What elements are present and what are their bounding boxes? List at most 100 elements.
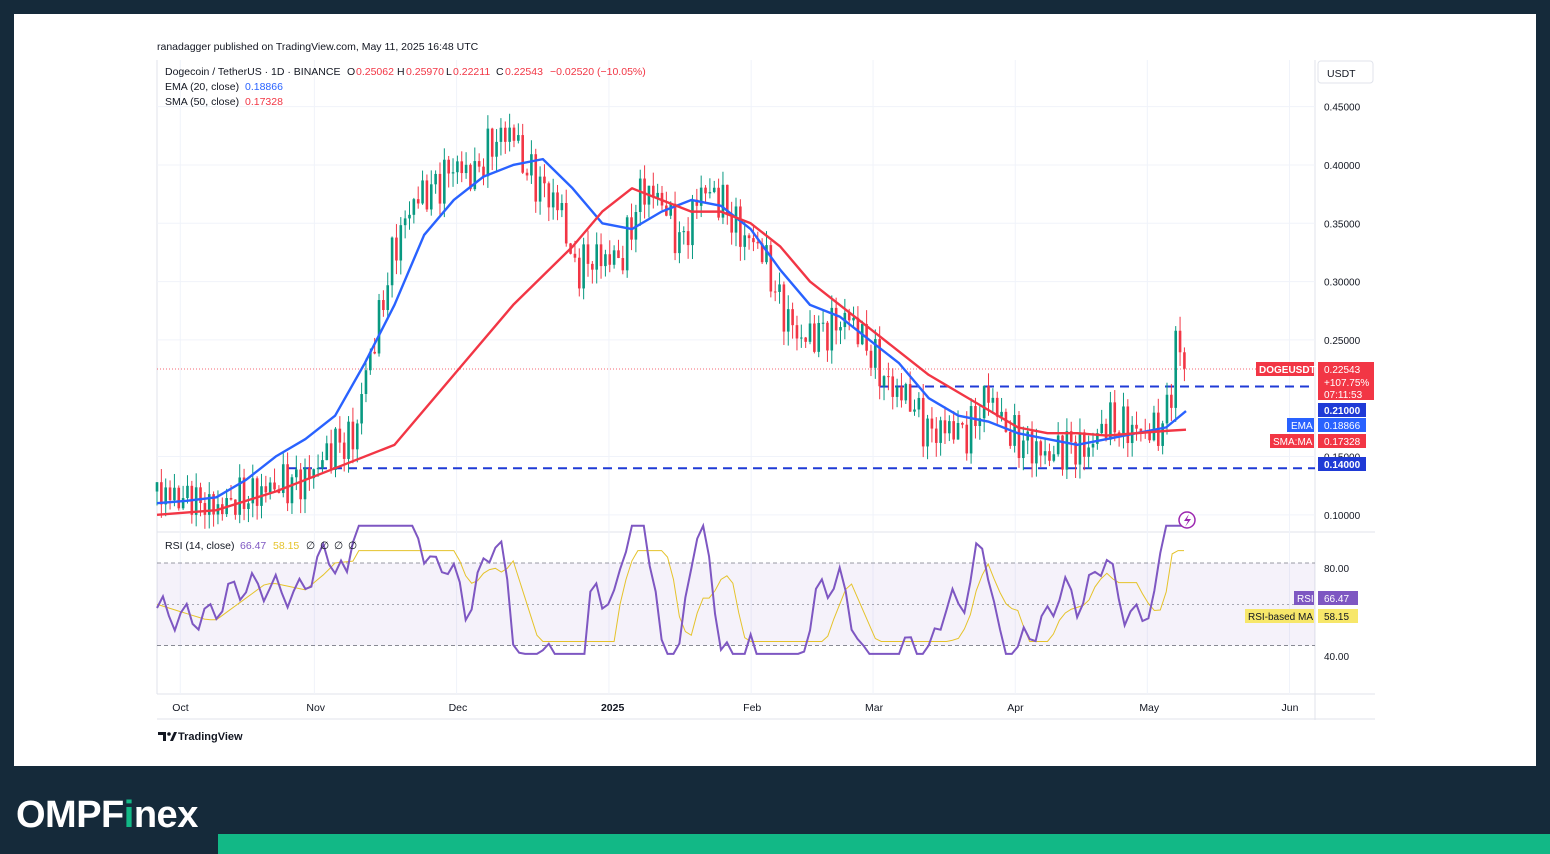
candle-body bbox=[1069, 431, 1073, 442]
time-tick-label: Nov bbox=[306, 702, 325, 714]
candle bbox=[839, 321, 842, 345]
candle bbox=[181, 485, 185, 510]
candle bbox=[939, 416, 942, 456]
candle-body bbox=[839, 327, 842, 331]
candle-body bbox=[939, 420, 942, 443]
candle-body bbox=[908, 384, 912, 412]
candle bbox=[752, 225, 755, 252]
candle-body bbox=[556, 192, 559, 211]
candle-body bbox=[295, 469, 298, 478]
candle-body bbox=[987, 386, 990, 403]
candle-body bbox=[1074, 441, 1077, 465]
frame-left bbox=[0, 14, 14, 766]
candle bbox=[1139, 428, 1143, 442]
candle-body bbox=[469, 164, 472, 190]
candle bbox=[447, 155, 450, 188]
candle bbox=[521, 123, 524, 175]
candle bbox=[895, 378, 899, 408]
ema-legend: EMA (20, close) bbox=[165, 81, 239, 93]
candle bbox=[1048, 443, 1051, 467]
candle bbox=[638, 169, 642, 226]
candle bbox=[625, 215, 629, 278]
candle bbox=[712, 180, 716, 194]
candle bbox=[647, 185, 651, 218]
rsi-name-tag bbox=[1294, 591, 1314, 605]
candle-body bbox=[1056, 435, 1060, 455]
candle-body bbox=[604, 254, 607, 267]
sma-line bbox=[156, 187, 1187, 517]
alert-lightning-icon[interactable] bbox=[1178, 511, 1196, 529]
candle bbox=[969, 398, 973, 464]
candle bbox=[660, 185, 664, 210]
candle bbox=[460, 151, 464, 183]
candle bbox=[608, 240, 612, 273]
footer-banner: OMPFinex bbox=[0, 766, 1550, 854]
candle bbox=[303, 458, 307, 514]
candle-body bbox=[1161, 423, 1164, 446]
candle-body bbox=[612, 250, 616, 265]
candle bbox=[499, 118, 503, 156]
candle-body bbox=[499, 127, 503, 142]
candle bbox=[1143, 418, 1147, 439]
candle bbox=[817, 315, 821, 358]
candle-body bbox=[460, 161, 464, 174]
candle-body bbox=[1109, 402, 1112, 440]
watermark-text: TradingView bbox=[178, 731, 243, 743]
candle-body bbox=[508, 127, 511, 142]
sma-value-tag bbox=[1318, 434, 1366, 448]
candle-body bbox=[1008, 431, 1012, 446]
candle-body bbox=[338, 428, 342, 443]
candle-body bbox=[1178, 330, 1182, 353]
candle-body bbox=[1004, 411, 1008, 432]
candle bbox=[547, 181, 551, 222]
candle-body bbox=[382, 300, 385, 311]
candle bbox=[800, 324, 803, 348]
candle-body bbox=[538, 176, 542, 202]
last-price-tag bbox=[1318, 362, 1374, 400]
candle bbox=[395, 224, 398, 275]
candle-body bbox=[325, 443, 329, 461]
candle bbox=[386, 272, 390, 320]
price-chart[interactable]: 0.450000.400000.350000.300000.250000.150… bbox=[0, 0, 1550, 766]
candle-body bbox=[490, 128, 494, 157]
candle-body bbox=[177, 487, 181, 509]
candle bbox=[882, 375, 886, 401]
candle-body bbox=[821, 322, 825, 324]
candle-body bbox=[1039, 441, 1043, 456]
candle-body bbox=[347, 421, 350, 459]
candle-body bbox=[1043, 451, 1047, 456]
candle-body bbox=[1139, 428, 1143, 432]
candle bbox=[1183, 347, 1186, 382]
candle-body bbox=[486, 128, 490, 177]
brand-logo: OMPFinex bbox=[16, 794, 198, 836]
candle-body bbox=[543, 176, 546, 184]
candle-body bbox=[961, 422, 964, 425]
candle bbox=[865, 310, 868, 356]
candle bbox=[1008, 420, 1012, 449]
candle bbox=[926, 414, 929, 460]
candle bbox=[904, 382, 908, 404]
currency-button[interactable] bbox=[1317, 60, 1374, 84]
candle bbox=[699, 175, 703, 218]
candle-body bbox=[717, 187, 720, 218]
candle-body bbox=[1152, 412, 1156, 441]
rsi-tick-80: 80.00 bbox=[1324, 564, 1349, 575]
candle-body bbox=[434, 173, 437, 185]
support-resistance-levels bbox=[157, 368, 1315, 470]
price-tick-label: 0.45000 bbox=[1324, 103, 1361, 114]
candle bbox=[778, 272, 781, 304]
candle-body bbox=[595, 244, 598, 270]
candle-body bbox=[608, 254, 612, 265]
price-tick-label: 0.35000 bbox=[1324, 219, 1361, 230]
candle-body bbox=[247, 503, 250, 510]
candle bbox=[564, 189, 568, 247]
candle-body bbox=[369, 351, 372, 371]
candle bbox=[734, 197, 738, 247]
frame-right bbox=[1536, 14, 1550, 766]
ohlc-o-label: O bbox=[347, 66, 355, 78]
candle bbox=[686, 217, 690, 259]
candle-body bbox=[739, 206, 742, 247]
rsi-empty-3: ∅ bbox=[334, 540, 343, 552]
level-low-tag bbox=[1318, 457, 1366, 471]
candle-body bbox=[956, 422, 960, 440]
